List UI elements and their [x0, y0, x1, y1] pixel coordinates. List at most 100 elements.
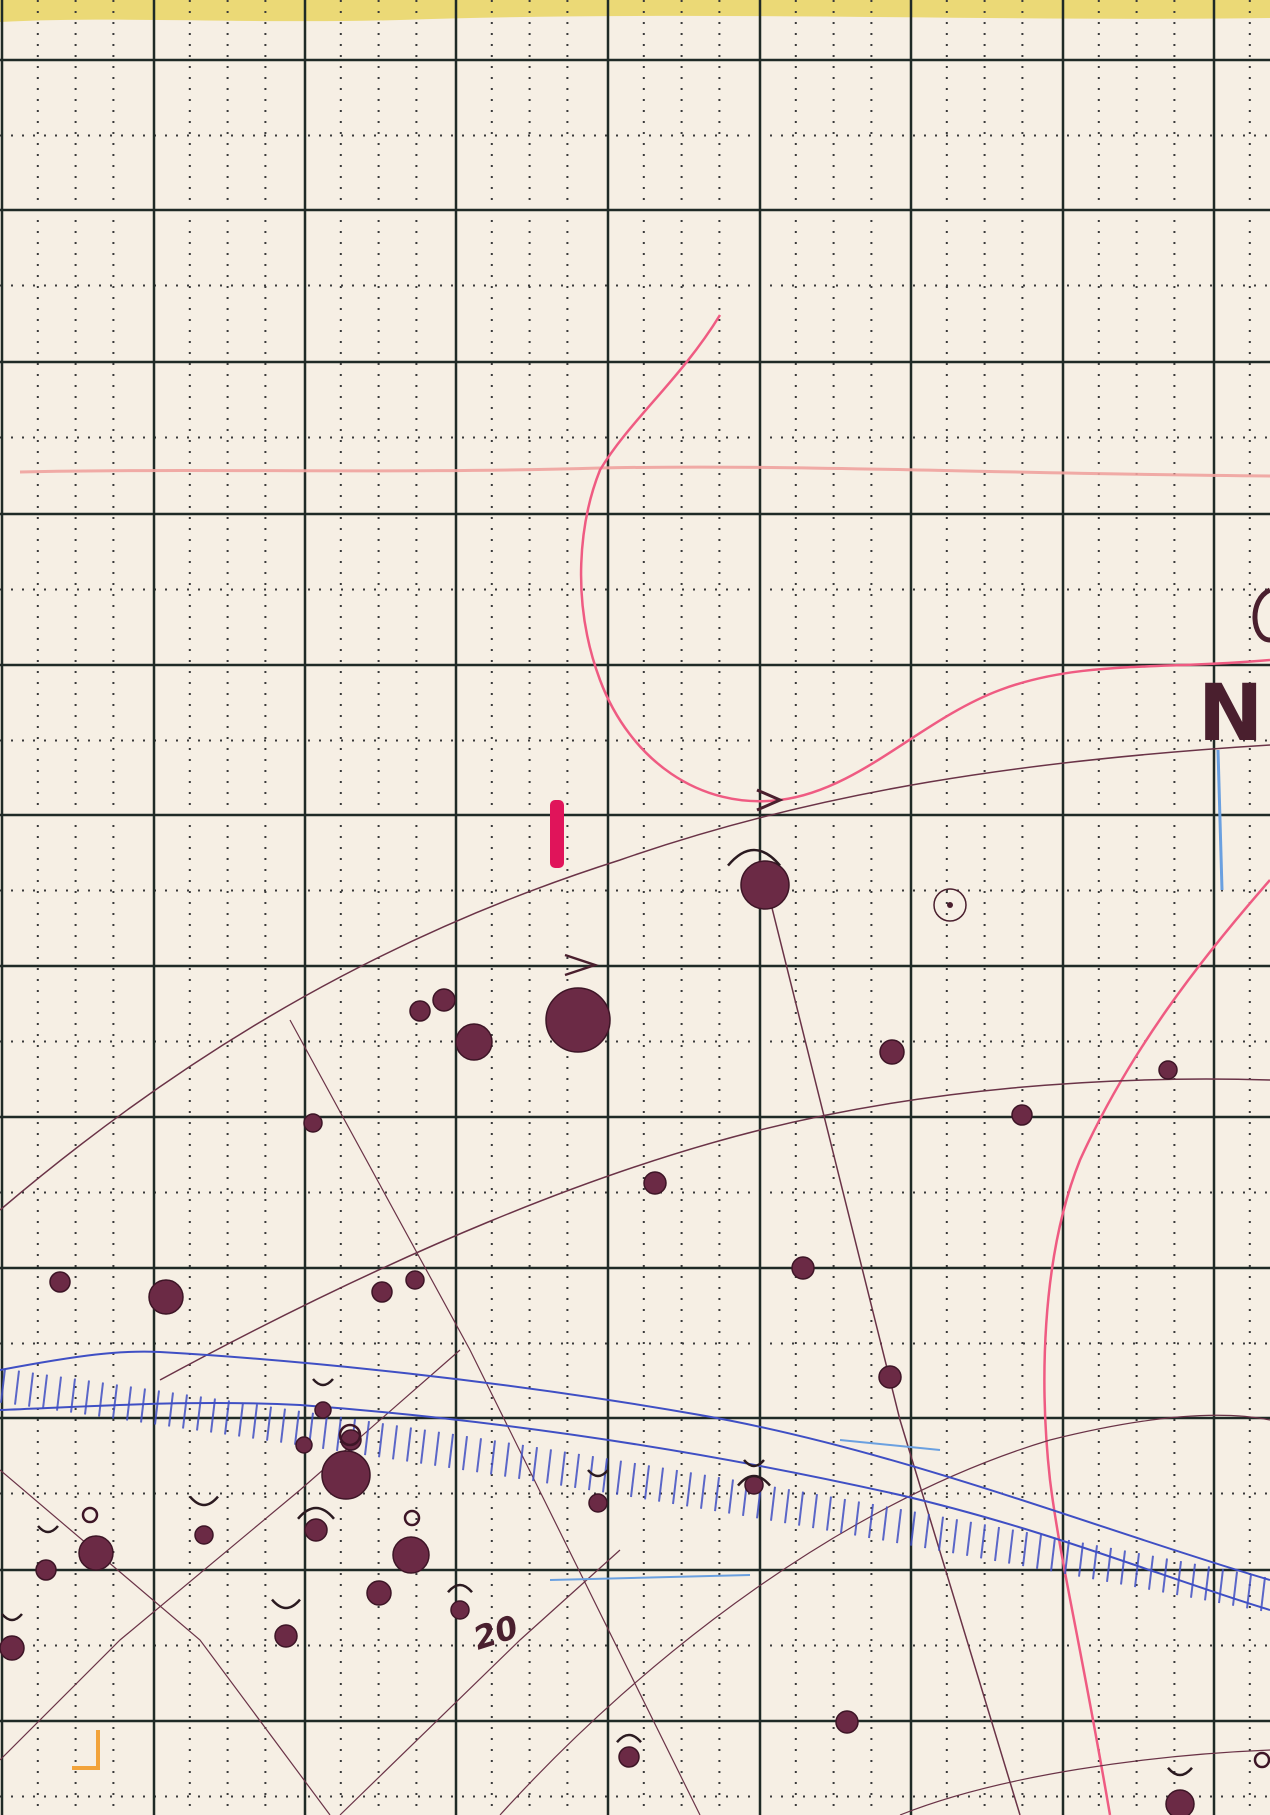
star-dot	[409, 1000, 431, 1022]
star-dot	[366, 1580, 392, 1606]
hatch-stroke	[854, 1501, 860, 1536]
chevron-icon	[564, 953, 599, 977]
arc-mark	[587, 1469, 609, 1478]
arc-mark	[737, 1474, 771, 1487]
arc-mark	[297, 1506, 335, 1520]
stars	[0, 860, 1270, 1815]
hatch-stroke	[798, 1491, 804, 1526]
blue-band-outline	[0, 1350, 1270, 1581]
hatch-stroke	[84, 1380, 90, 1415]
hatch-stroke	[322, 1414, 328, 1449]
hatch-stroke	[448, 1433, 454, 1469]
hatch-stroke	[168, 1392, 174, 1427]
arc-mark	[271, 1598, 301, 1610]
hatch-stroke	[196, 1396, 202, 1431]
hatch-stroke	[560, 1451, 566, 1486]
star-dot	[295, 1436, 313, 1454]
star-dot	[49, 1271, 71, 1293]
arc-bottom	[899, 1749, 1270, 1815]
star-dot	[1158, 1060, 1178, 1080]
hatch-stroke	[504, 1442, 510, 1477]
arc-mark	[189, 1495, 219, 1507]
star-dot	[78, 1535, 114, 1571]
hatch-stroke	[210, 1398, 216, 1433]
star-dot	[791, 1256, 815, 1280]
hatch-stroke	[812, 1493, 818, 1529]
star-ring	[338, 1423, 362, 1447]
arc-mark	[743, 1459, 765, 1468]
star-dot	[450, 1600, 470, 1620]
hatch-stroke	[392, 1425, 398, 1460]
hatch-stroke	[672, 1469, 678, 1505]
hatch-stroke	[0, 1368, 6, 1403]
star-arc-marks	[1, 848, 1193, 1777]
star-dot	[618, 1746, 640, 1768]
blue-light-stroke-2	[839, 1439, 941, 1451]
hatch-stroke	[42, 1374, 48, 1409]
arc-mark	[37, 1525, 59, 1534]
hatch-stroke	[1176, 1560, 1182, 1596]
star-ring	[81, 1506, 99, 1524]
arc-mark	[447, 1583, 473, 1594]
hatch-stroke	[602, 1458, 608, 1493]
hatch-stroke	[70, 1378, 76, 1413]
hatch-stroke	[252, 1404, 258, 1439]
star-dot	[321, 1450, 371, 1500]
hatch-stroke	[616, 1460, 622, 1495]
hatch-stroke	[1162, 1558, 1168, 1593]
hatch-stroke	[378, 1423, 384, 1458]
hatch-stroke	[1022, 1532, 1028, 1567]
hatch-stroke	[518, 1444, 524, 1479]
hatch-stroke	[994, 1526, 1000, 1562]
star-dot	[545, 987, 611, 1053]
star-dot	[35, 1559, 57, 1581]
hatch-stroke	[1050, 1537, 1056, 1572]
hatch-stroke	[1134, 1553, 1140, 1588]
hatch-stroke	[1148, 1555, 1154, 1590]
hatch-stroke	[770, 1486, 776, 1521]
star-dot	[455, 1023, 493, 1061]
star-dot	[274, 1624, 298, 1648]
star-dot	[0, 1635, 25, 1661]
star-dot	[303, 1113, 323, 1133]
hatch-stroke	[476, 1438, 482, 1473]
partial-letter-c	[1252, 587, 1270, 643]
star-dot	[304, 1518, 328, 1542]
star-dot	[835, 1710, 859, 1734]
diagonal-line-2	[759, 859, 1021, 1815]
hatch-stroke	[966, 1521, 972, 1556]
blue-light-vertical-stroke	[1216, 749, 1224, 891]
arc-middle	[159, 1078, 1270, 1381]
hatch-stroke	[406, 1427, 412, 1462]
arc-lower	[499, 1414, 1270, 1815]
star-ring	[1253, 1751, 1270, 1769]
hatch-stroke	[434, 1431, 440, 1466]
magenta-mark	[550, 800, 564, 868]
hatch-stroke	[1064, 1539, 1070, 1575]
pink-right-curve	[1043, 879, 1270, 1815]
hatch-stroke	[154, 1390, 160, 1425]
star-dot	[432, 988, 456, 1012]
hatch-stroke	[182, 1394, 188, 1429]
hatch-stroke	[728, 1479, 734, 1514]
hatch-stroke	[266, 1406, 272, 1441]
hatch-stroke	[1232, 1571, 1238, 1606]
hatch-stroke	[896, 1508, 902, 1544]
hatch-stroke	[280, 1408, 286, 1443]
hatch-stroke	[630, 1462, 636, 1498]
chevron-icon	[756, 788, 784, 812]
star-dot	[1011, 1104, 1033, 1126]
hatch-stroke	[140, 1388, 146, 1423]
hatch-stroke	[784, 1489, 790, 1524]
diagonal-line-3	[0, 1469, 331, 1815]
hatch-stroke	[224, 1400, 230, 1435]
hatch-stroke	[294, 1410, 300, 1445]
hatch-stroke	[840, 1498, 846, 1534]
hatch-stroke	[1190, 1563, 1196, 1598]
star-dot	[588, 1493, 608, 1513]
hatch-stroke	[868, 1503, 874, 1539]
hatch-stroke	[1008, 1529, 1014, 1564]
hatch-stroke	[420, 1429, 426, 1464]
arc-mark	[1167, 1766, 1193, 1777]
